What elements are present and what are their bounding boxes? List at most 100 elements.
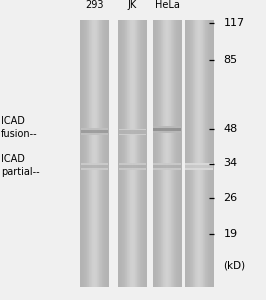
Bar	[125, 20, 126, 286]
Bar	[202, 20, 203, 286]
Bar	[97, 20, 98, 286]
Text: (kD): (kD)	[223, 260, 246, 271]
Bar	[138, 20, 139, 286]
Bar	[163, 20, 164, 286]
Text: 85: 85	[223, 55, 238, 65]
Bar	[86, 20, 87, 286]
Text: 19: 19	[223, 229, 238, 239]
Bar	[170, 20, 171, 286]
Bar	[181, 20, 182, 286]
Text: HeLa: HeLa	[155, 1, 180, 10]
Bar	[144, 20, 145, 286]
Bar	[127, 20, 128, 286]
Bar	[172, 20, 173, 286]
Bar	[169, 20, 170, 286]
Bar	[196, 20, 197, 286]
Bar	[188, 20, 189, 286]
Bar	[102, 20, 103, 286]
Bar	[84, 20, 85, 286]
Bar	[143, 20, 144, 286]
Bar	[89, 20, 90, 286]
Bar	[119, 168, 146, 170]
Bar	[186, 20, 187, 286]
Bar	[161, 20, 162, 286]
Bar	[137, 20, 138, 286]
Bar	[80, 20, 81, 286]
Bar	[99, 20, 100, 286]
Bar	[185, 20, 186, 286]
Bar	[197, 20, 198, 286]
Bar	[153, 168, 181, 170]
Bar	[153, 126, 181, 128]
Bar	[185, 163, 213, 165]
Bar	[201, 20, 202, 286]
Bar	[84, 20, 85, 286]
Bar	[119, 163, 146, 165]
Bar	[153, 163, 181, 170]
Bar	[121, 20, 122, 286]
Bar	[95, 20, 96, 286]
Bar	[171, 20, 172, 286]
Bar	[189, 20, 190, 286]
Bar	[190, 20, 191, 286]
Bar	[194, 20, 195, 286]
Bar	[140, 20, 141, 286]
Bar	[126, 20, 127, 286]
Bar	[174, 20, 175, 286]
Bar	[96, 20, 97, 286]
Bar	[203, 20, 204, 286]
Bar	[204, 20, 205, 286]
Bar	[128, 20, 129, 286]
Bar	[105, 20, 106, 286]
Bar	[140, 20, 141, 286]
Bar	[81, 163, 108, 165]
Bar	[160, 20, 161, 286]
Bar	[135, 20, 136, 286]
Bar	[119, 163, 146, 170]
Bar	[155, 20, 156, 286]
Bar	[131, 20, 132, 286]
Bar	[213, 20, 214, 286]
Bar	[146, 20, 147, 286]
Bar	[171, 20, 172, 286]
Bar	[83, 20, 84, 286]
Bar	[81, 168, 108, 170]
Bar	[153, 20, 154, 286]
Bar	[177, 20, 178, 286]
Bar	[138, 20, 139, 286]
Bar	[118, 20, 119, 286]
Bar	[124, 20, 125, 286]
Text: 117: 117	[223, 17, 244, 28]
Bar	[129, 20, 130, 286]
Bar	[195, 20, 196, 286]
Bar	[153, 20, 154, 286]
Bar	[81, 163, 108, 170]
Bar	[85, 20, 86, 286]
Text: 34: 34	[223, 158, 238, 169]
Bar	[190, 20, 191, 286]
Text: 26: 26	[223, 193, 238, 203]
Bar	[199, 20, 200, 286]
Bar	[93, 20, 94, 286]
Bar	[191, 20, 192, 286]
Bar	[141, 20, 142, 286]
Bar	[119, 129, 146, 130]
Bar	[134, 20, 135, 286]
Text: ICAD
fusion--: ICAD fusion--	[1, 116, 38, 139]
Text: 48: 48	[223, 124, 238, 134]
Bar	[195, 20, 196, 286]
Bar	[193, 20, 194, 286]
Bar	[100, 20, 101, 286]
Bar	[178, 20, 179, 286]
Bar	[94, 20, 95, 286]
Bar	[185, 163, 213, 170]
Bar	[154, 20, 155, 286]
Bar	[166, 20, 167, 286]
Bar	[119, 129, 146, 135]
Bar	[119, 20, 120, 286]
Bar	[139, 20, 140, 286]
Bar	[165, 20, 166, 286]
Bar	[97, 20, 98, 286]
Bar	[176, 20, 177, 286]
Bar	[145, 20, 146, 286]
